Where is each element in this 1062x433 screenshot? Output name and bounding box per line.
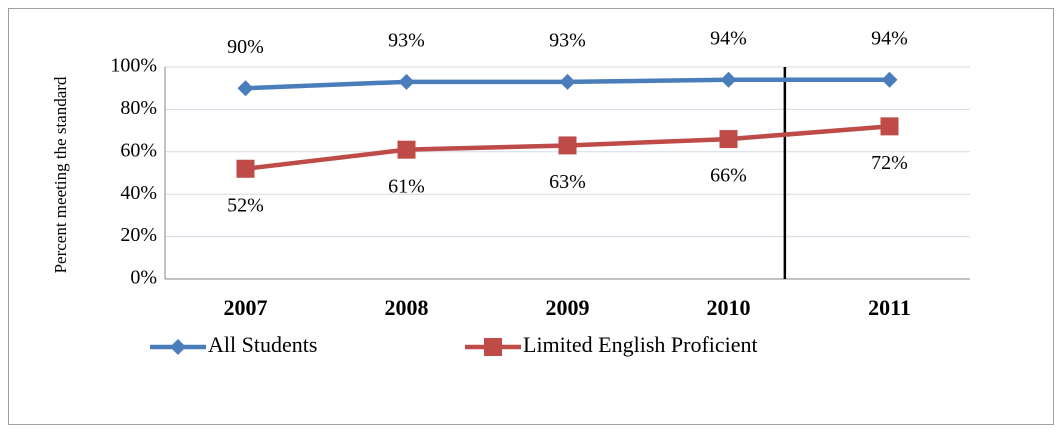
- legend-label: All Students: [208, 332, 317, 357]
- data-label: 52%: [227, 194, 264, 216]
- y-tick-label: 0%: [130, 267, 157, 289]
- x-tick-label: 2011: [868, 295, 911, 320]
- data-label: 90%: [227, 36, 264, 58]
- data-label: 94%: [871, 27, 908, 49]
- data-point: [558, 136, 577, 155]
- data-point: [880, 117, 899, 136]
- x-tick-label: 2009: [546, 295, 590, 320]
- y-tick-label: 40%: [120, 182, 157, 204]
- data-point: [237, 80, 254, 97]
- y-tick-label: 80%: [120, 97, 157, 119]
- y-axis-label: Percent meeting the standard: [51, 76, 70, 273]
- x-tick-label: 2007: [224, 295, 268, 320]
- data-point: [881, 71, 898, 88]
- x-tick-label: 2010: [707, 295, 751, 320]
- data-label: 93%: [549, 29, 586, 51]
- data-label: 72%: [871, 152, 908, 174]
- data-label: 63%: [549, 171, 586, 193]
- data-point: [397, 140, 416, 159]
- legend-label: Limited English Proficient: [523, 332, 758, 357]
- y-tick-label: 20%: [120, 224, 157, 246]
- data-point: [236, 159, 255, 178]
- data-label: 94%: [710, 27, 747, 49]
- data-label: 61%: [388, 175, 425, 197]
- data-point: [559, 73, 576, 90]
- data-label: 66%: [710, 165, 747, 187]
- x-tick-label: 2008: [385, 295, 429, 320]
- data-point: [719, 130, 738, 149]
- data-label: 93%: [388, 29, 425, 51]
- legend-marker: [170, 339, 186, 355]
- y-tick-label: 100%: [110, 55, 157, 77]
- legend-marker: [484, 338, 502, 356]
- y-tick-label: 60%: [120, 139, 157, 161]
- data-point: [398, 73, 415, 90]
- data-point: [720, 71, 737, 88]
